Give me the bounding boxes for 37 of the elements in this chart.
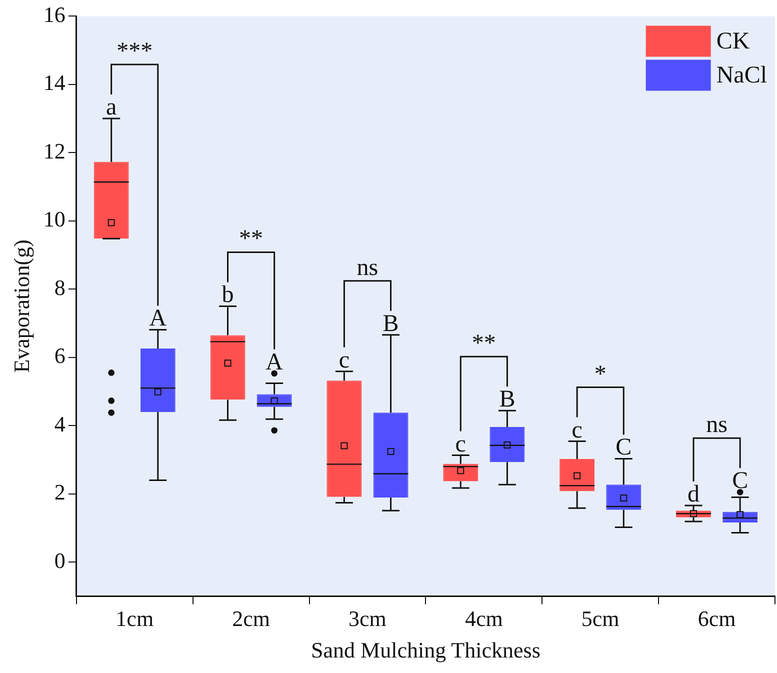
annotation: C	[732, 468, 748, 494]
annotation: ns	[356, 254, 378, 281]
x-axis-title: Sand Mulching Thickness	[311, 638, 540, 663]
y-tick-label: 12	[43, 138, 66, 164]
y-tick-label: 16	[43, 2, 66, 27]
annotation: **	[239, 226, 264, 252]
x-tick-label: 5cm	[581, 606, 620, 632]
annotation: A	[149, 306, 168, 332]
y-tick-label: 8	[54, 274, 66, 300]
legend-label: CK	[716, 28, 750, 54]
x-tick-label: 3cm	[348, 606, 386, 632]
annotation: b	[222, 282, 234, 308]
y-tick-label: 0	[54, 548, 66, 573]
y-tick-label: 2	[54, 480, 66, 505]
annotation: d	[687, 481, 700, 508]
annotation: c	[455, 431, 466, 458]
y-tick-label: 6	[54, 343, 66, 368]
annotation: *	[594, 361, 606, 388]
y-tick-label: 4	[54, 411, 66, 436]
annotation: A	[266, 349, 284, 376]
y-tick-label: 10	[43, 206, 66, 232]
annotation: B	[382, 310, 399, 337]
annotation: ns	[706, 412, 728, 438]
x-tick-label: 6cm	[698, 606, 736, 632]
annotation: c	[338, 347, 350, 374]
y-tick-label: 14	[43, 70, 66, 96]
annotation: C	[616, 434, 632, 461]
x-tick-label: 4cm	[464, 606, 503, 632]
annotation: B	[499, 386, 516, 413]
annotation: a	[106, 94, 117, 121]
x-tick-label: 2cm	[232, 606, 270, 632]
annotation: c	[572, 417, 582, 444]
legend-label: NaCl	[716, 62, 768, 88]
annotation: **	[472, 330, 496, 357]
x-tick-label: 1cm	[116, 606, 154, 632]
y-axis-title: Evaporation(g)	[8, 240, 34, 373]
annotation: ***	[116, 38, 153, 65]
